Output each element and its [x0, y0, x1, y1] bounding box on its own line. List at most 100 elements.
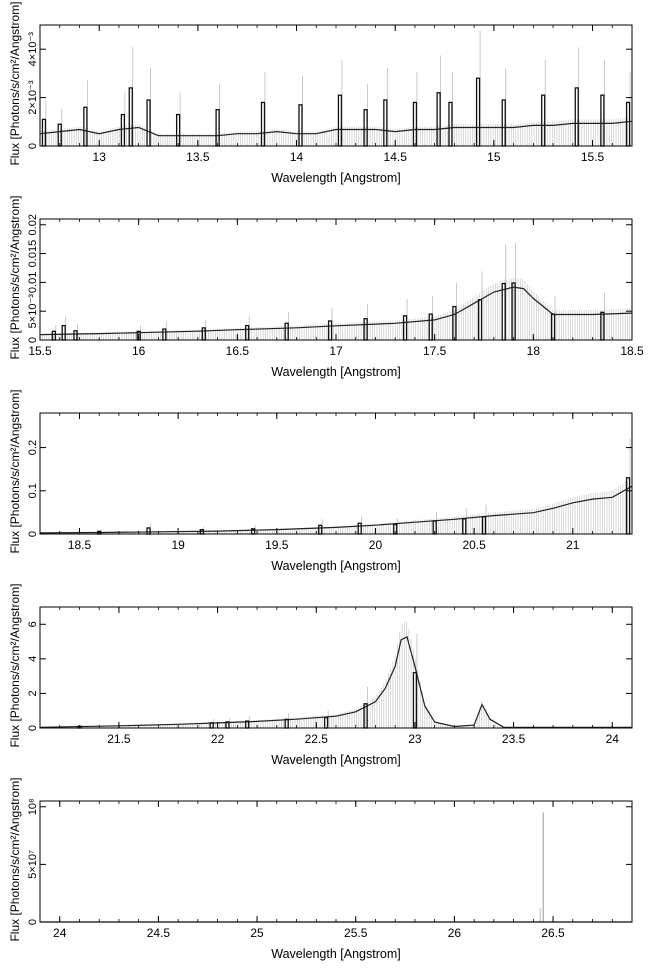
y-tick-label: 0.015: [27, 240, 39, 268]
data-baseline-line: [39, 286, 633, 336]
panel-2: 15.5 16 16.5 17 17.5 18 18.5 0 5×10⁻³0.01 0.015 0.…: [8, 195, 644, 379]
x-tick-label: 24: [53, 926, 67, 940]
data-bar: [625, 477, 631, 535]
x-tick-label: 24: [606, 732, 620, 746]
data-bar: [57, 123, 62, 147]
x-tick-label: 26.5: [541, 926, 565, 940]
y-tick-label: 4×10⁻³: [27, 32, 39, 67]
x-tick-label: 15.5: [28, 344, 52, 358]
x-axis-title: Wavelength [Angstrom]: [271, 365, 400, 379]
data-bar: [120, 113, 126, 147]
y-tick-label: 4: [27, 656, 39, 662]
x-tick-label: 18.5: [68, 538, 92, 552]
plot-frame: [39, 606, 633, 729]
x-tick-label: 20.5: [462, 538, 486, 552]
x-tick-label: 18.5: [620, 344, 644, 358]
y-axis-title: Flux [Photons/s/cm²/Angstrom]: [8, 777, 22, 941]
data-bar: [462, 518, 467, 535]
x-tick-label: 14: [290, 150, 304, 164]
y-tick-label: 0: [27, 531, 39, 537]
x-tick-label: 22.5: [305, 732, 329, 746]
y-tick-label: 2×10⁻³: [27, 80, 39, 115]
y-tick-label: 0.02: [27, 214, 39, 235]
y-axis-title: Flux [Photons/s/cm²/Angstrom]: [8, 583, 22, 747]
data-baseline-line: [39, 636, 632, 728]
data-bar: [298, 104, 303, 147]
y-tick-label: 0: [27, 919, 39, 925]
model-comb: [41, 621, 633, 728]
data-bar: [501, 99, 506, 147]
x-tick-label: 15: [487, 150, 501, 164]
data-bar: [175, 113, 181, 147]
data-bar: [73, 330, 78, 341]
data-bar: [284, 718, 289, 729]
x-tick-label: 14.5: [384, 150, 408, 164]
x-tick-label: 20: [369, 538, 383, 552]
y-tick-label: 10⁸: [27, 798, 39, 815]
y-tick-label: 6: [27, 621, 39, 627]
y-tick-label: 5×10⁻³: [27, 294, 39, 329]
y-tick-label: 0: [27, 143, 39, 149]
data-bar: [412, 672, 418, 729]
x-tick-label: 17.5: [423, 344, 447, 358]
data-bar: [146, 527, 151, 535]
x-tick-label: 15.5: [581, 150, 605, 164]
data-bar: [383, 99, 388, 147]
model-comb: [533, 812, 544, 922]
x-tick-label: 25: [250, 926, 264, 940]
data-bar: [61, 324, 66, 341]
data-bar: [146, 99, 151, 147]
x-tick-label: 25.5: [344, 926, 368, 940]
data-bar: [323, 716, 329, 729]
panel-5: 24 24.5 25 25.5 26 26.5 0 5×10⁷ 10⁸ Wavelength [A…: [8, 777, 633, 961]
data-bar: [475, 77, 481, 147]
data-bar: [162, 328, 167, 341]
data-bar: [327, 320, 333, 341]
x-axis-title: Wavelength [Angstrom]: [271, 947, 400, 961]
data-bar: [448, 101, 453, 147]
x-tick-label: 24.5: [147, 926, 171, 940]
model-comb: [41, 438, 633, 534]
y-axis-title: Flux [Photons/s/cm²/Angstrom]: [8, 195, 22, 359]
data-bar: [501, 282, 506, 341]
panel-1: 13 13.5 14 14.5 15 15.5 0 2×10⁻³ 4×10⁻³ Wavelengt…: [8, 1, 633, 185]
data-bar: [284, 322, 289, 341]
data-bar: [250, 528, 256, 535]
data-bar: [412, 101, 418, 147]
y-tick-label: 2: [27, 690, 39, 696]
panel-3: 18.5 19 19.5 20 20.5 21 0 0.1 0.2 Wavelength [Ang…: [8, 389, 633, 573]
y-tick-label: 0.2: [27, 440, 39, 455]
x-tick-label: 18: [527, 344, 541, 358]
x-tick-label: 22: [211, 732, 225, 746]
y-axis-title: Flux [Photons/s/cm²/Angstrom]: [8, 1, 22, 165]
data-bar: [337, 94, 343, 147]
x-tick-label: 13.5: [186, 150, 210, 164]
x-tick-label: 13: [93, 150, 107, 164]
data-baseline-line: [39, 120, 633, 137]
x-tick-label: 19.5: [265, 538, 289, 552]
data-bar: [574, 87, 579, 147]
x-axis-title: Wavelength [Angstrom]: [271, 753, 400, 767]
x-tick-label: 21.5: [107, 732, 131, 746]
y-tick-label: 0: [27, 725, 39, 731]
x-axis-title: Wavelength [Angstrom]: [271, 171, 400, 185]
x-tick-label: 19: [171, 538, 185, 552]
x-tick-label: 16: [132, 344, 146, 358]
x-tick-label: 16.5: [226, 344, 250, 358]
x-tick-label: 17: [329, 344, 343, 358]
y-tick-label: 5×10⁷: [27, 850, 39, 879]
data-bar: [357, 522, 362, 535]
data-bar: [477, 299, 483, 341]
x-tick-label: 23.5: [502, 732, 526, 746]
data-bar: [402, 315, 408, 341]
data-bar: [428, 313, 433, 341]
x-axis-title: Wavelength [Angstrom]: [271, 559, 400, 573]
x-tick-label: 21: [566, 538, 580, 552]
y-axis-title: Flux [Photons/s/cm²/Angstrom]: [8, 389, 22, 553]
y-tick-label: 0.01: [27, 272, 39, 293]
y-tick-label: 0.1: [27, 483, 39, 498]
y-tick-label: 0: [27, 337, 39, 343]
